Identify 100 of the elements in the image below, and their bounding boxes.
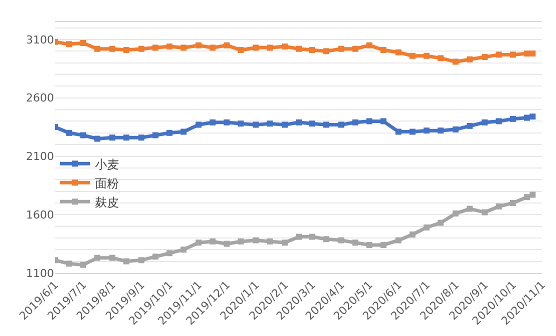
point xyxy=(380,118,386,124)
point xyxy=(109,46,116,52)
point xyxy=(80,132,86,138)
point xyxy=(80,262,86,268)
point xyxy=(266,120,273,127)
point xyxy=(352,240,358,246)
point xyxy=(438,128,444,134)
point xyxy=(338,237,344,244)
point xyxy=(109,254,116,261)
point xyxy=(152,132,158,138)
point xyxy=(94,254,100,261)
y-tick-label: 2600 xyxy=(26,92,54,105)
point xyxy=(510,52,516,58)
legend-label: 小麦 xyxy=(95,157,119,172)
point xyxy=(482,119,488,126)
point xyxy=(524,114,530,121)
point xyxy=(296,119,302,126)
point xyxy=(66,41,72,48)
point xyxy=(166,250,172,256)
point xyxy=(410,231,416,238)
point xyxy=(224,119,230,126)
point xyxy=(510,116,516,122)
point xyxy=(180,128,187,135)
point xyxy=(138,134,144,141)
point xyxy=(196,42,202,48)
y-tick-label: 1100 xyxy=(26,266,54,280)
point xyxy=(530,192,536,198)
y-tick-label: 1600 xyxy=(26,208,54,222)
point xyxy=(166,44,172,50)
point xyxy=(366,42,372,48)
point xyxy=(424,52,430,59)
point xyxy=(424,128,430,134)
point xyxy=(352,46,358,52)
point xyxy=(66,130,72,136)
point xyxy=(452,126,459,132)
point xyxy=(380,242,386,248)
point xyxy=(266,238,273,244)
point xyxy=(123,134,130,141)
point xyxy=(210,44,216,51)
point xyxy=(530,50,536,57)
point xyxy=(309,234,316,240)
point xyxy=(94,46,100,52)
point xyxy=(180,44,187,51)
point xyxy=(238,47,244,54)
point xyxy=(524,194,530,200)
point xyxy=(395,128,402,135)
point xyxy=(524,50,530,57)
point xyxy=(482,54,488,60)
point xyxy=(395,49,402,56)
point xyxy=(252,122,259,128)
point xyxy=(482,209,488,216)
point xyxy=(94,136,100,142)
point xyxy=(252,44,259,51)
point xyxy=(166,130,172,136)
point xyxy=(410,52,416,59)
point xyxy=(252,237,259,244)
point xyxy=(352,119,358,126)
point xyxy=(138,257,144,264)
point xyxy=(438,55,444,62)
point xyxy=(210,119,216,126)
point xyxy=(224,240,230,247)
point xyxy=(395,237,402,244)
point xyxy=(152,254,158,260)
point xyxy=(123,258,130,264)
point xyxy=(196,122,202,128)
point xyxy=(180,246,187,253)
legend-label: 麸皮 xyxy=(95,195,119,210)
point xyxy=(309,47,316,54)
point xyxy=(338,122,344,128)
point xyxy=(196,240,202,246)
point xyxy=(424,224,430,230)
point xyxy=(366,242,372,248)
point xyxy=(152,44,158,51)
point xyxy=(109,134,116,141)
y-tick-label: 2100 xyxy=(26,150,54,164)
point xyxy=(282,240,288,246)
point xyxy=(238,238,244,244)
point xyxy=(530,114,536,120)
point xyxy=(380,47,386,54)
point xyxy=(138,46,144,52)
point xyxy=(210,238,216,244)
point xyxy=(466,206,473,212)
legend-label: 面粉 xyxy=(95,176,119,190)
point xyxy=(238,120,244,127)
point xyxy=(466,122,473,129)
point xyxy=(510,200,516,206)
point xyxy=(323,48,330,54)
point xyxy=(309,120,316,127)
point xyxy=(338,46,344,52)
point xyxy=(296,234,302,240)
point xyxy=(123,47,130,54)
point xyxy=(282,122,288,128)
point xyxy=(296,46,302,52)
point xyxy=(496,203,502,210)
point xyxy=(80,40,86,46)
point xyxy=(366,118,372,124)
point xyxy=(410,128,416,135)
point xyxy=(323,236,330,242)
point xyxy=(452,58,459,65)
point xyxy=(282,44,288,50)
